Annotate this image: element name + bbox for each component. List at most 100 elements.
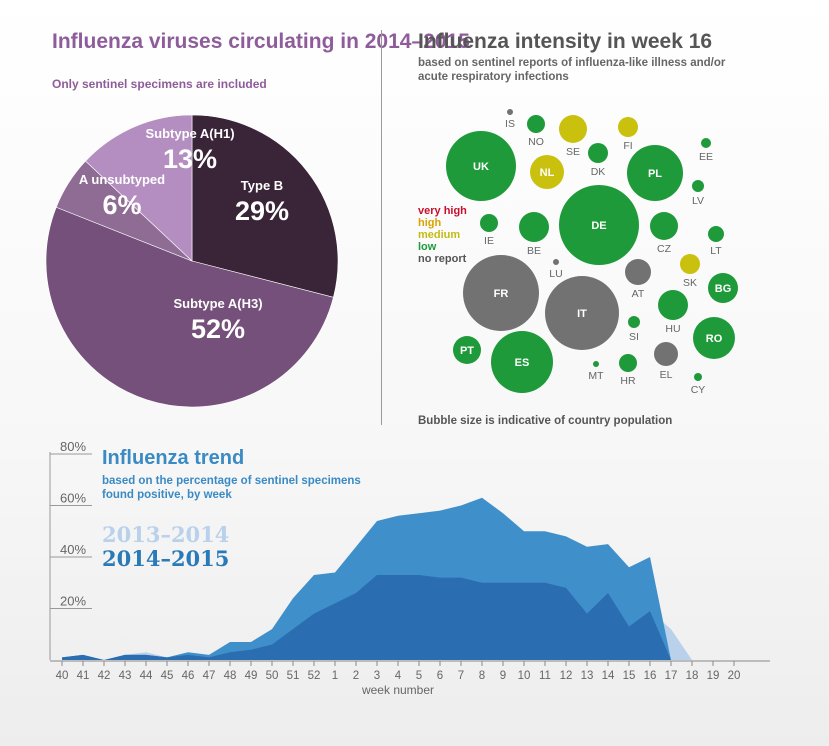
- bubble-chart: IS NO SE FI UK DK NL PL EE LV DE IE BE CZ LT LU AT SK BG FR…: [446, 109, 738, 396]
- x-tick-label-8: 8: [479, 670, 485, 682]
- x-tick-label-19: 19: [707, 670, 720, 682]
- bubble-label-sk: SK: [683, 277, 697, 289]
- bubble-label-no: NO: [528, 136, 544, 148]
- bubble-lu: [553, 259, 559, 265]
- bubble-label-at: AT: [632, 288, 645, 300]
- bubble-no: [527, 115, 545, 133]
- pie-value-subtype-a-h3: 52%: [191, 314, 245, 344]
- pie-label-subtype-a-h1: Subtype A(H1): [145, 126, 234, 141]
- x-tick-label-17: 17: [665, 670, 678, 682]
- x-tick-label-49: 49: [245, 670, 258, 682]
- x-tick-label-47: 47: [203, 670, 216, 682]
- pie-slice-subtype-a-h3: [45, 206, 334, 408]
- bubble-label-si: SI: [629, 331, 639, 343]
- legend-season-curr: 2014–2015: [102, 546, 230, 571]
- bubble-label-cy: CY: [691, 384, 706, 396]
- bubble-label-hu: HU: [665, 323, 680, 335]
- bubble-label-lt: LT: [710, 245, 722, 257]
- bubble-ro: [693, 317, 735, 359]
- pie-slice-subtype-a-h1: [85, 114, 193, 262]
- bubble-dk: [588, 143, 608, 163]
- bubble-label-uk: UK: [473, 161, 489, 173]
- bubble-el: [654, 342, 678, 366]
- pie-value-a-unsubtyped: 6%: [102, 190, 141, 220]
- map-subtitle: based on sentinel reports of influenza-l…: [418, 57, 726, 83]
- bubble-label-fr: FR: [494, 288, 509, 300]
- x-tick-label-44: 44: [140, 670, 153, 682]
- bubble-label-es: ES: [515, 357, 530, 369]
- bubble-at: [625, 259, 651, 285]
- x-tick-label-1: 1: [332, 670, 338, 682]
- y-tick-label-60: 60%: [60, 491, 86, 506]
- x-tick-label-2: 2: [353, 670, 359, 682]
- x-tick-label-42: 42: [98, 670, 111, 682]
- x-tick-label-18: 18: [686, 670, 699, 682]
- bubble-label-be: BE: [527, 245, 541, 257]
- x-tick-label-16: 16: [644, 670, 657, 682]
- bubble-label-ee: EE: [699, 151, 713, 163]
- bubble-si: [628, 316, 640, 328]
- bubble-hr: [619, 354, 637, 372]
- bubble-label-se: SE: [566, 146, 580, 158]
- section-divider: [381, 30, 382, 425]
- pie-label-type-b: Type B: [241, 178, 283, 193]
- pie-value-type-b: 29%: [235, 196, 289, 226]
- x-tick-label-6: 6: [437, 670, 443, 682]
- x-tick-label-43: 43: [119, 670, 132, 682]
- legend-high: high: [418, 217, 442, 229]
- x-tick-label-7: 7: [458, 670, 464, 682]
- bubble-label-ie: IE: [484, 235, 494, 247]
- bubble-label-de: DE: [591, 220, 606, 232]
- bubble-is: [507, 109, 513, 115]
- bubble-se: [559, 115, 587, 143]
- bubble-pt: [453, 336, 481, 364]
- y-tick-label-20: 20%: [60, 594, 86, 609]
- legend-very-high: very high: [418, 205, 467, 217]
- bubble-label-lu: LU: [549, 268, 562, 280]
- x-tick-label-52: 52: [308, 670, 321, 682]
- x-tick-label-3: 3: [374, 670, 380, 682]
- bubble-it: [545, 276, 619, 350]
- x-tick-label-45: 45: [161, 670, 174, 682]
- area-overlap: [62, 575, 671, 660]
- x-tick-label-12: 12: [560, 670, 573, 682]
- bubble-lt: [708, 226, 724, 242]
- trend-title: Influenza trend: [102, 447, 245, 469]
- x-tick-label-20: 20: [728, 670, 741, 682]
- bubble-sk: [680, 254, 700, 274]
- pie-title: Influenza viruses circulating in 2014–20…: [52, 30, 470, 53]
- bubble-label-ro: RO: [706, 333, 723, 345]
- bubble-cy: [694, 373, 702, 381]
- bubble-label-bg: BG: [715, 283, 732, 295]
- bubble-label-cz: CZ: [657, 243, 672, 255]
- x-tick-label-13: 13: [581, 670, 594, 682]
- pie-slice-type-b: [191, 114, 339, 298]
- x-tick-label-15: 15: [623, 670, 636, 682]
- bubble-label-lv: LV: [692, 195, 704, 207]
- legend-medium: medium: [418, 229, 461, 241]
- bubble-label-is: IS: [505, 118, 515, 130]
- bubble-be: [519, 212, 549, 242]
- x-axis-label: week number: [361, 683, 434, 697]
- bubble-label-pt: PT: [460, 345, 474, 357]
- x-tick-label-9: 9: [500, 670, 506, 682]
- x-tick-label-10: 10: [518, 670, 531, 682]
- x-tick-label-40: 40: [56, 670, 69, 682]
- x-tick-label-41: 41: [77, 670, 90, 682]
- bubble-label-mt: MT: [588, 370, 604, 382]
- bubble-cz: [650, 212, 678, 240]
- x-tick-label-11: 11: [539, 670, 551, 682]
- bubble-bg: [708, 273, 738, 303]
- bubble-label-dk: DK: [591, 166, 606, 178]
- bubble-nl: [530, 155, 564, 189]
- x-tick-label-4: 4: [395, 670, 402, 682]
- bubble-ee: [701, 138, 711, 148]
- pie-value-subtype-a-h1: 13%: [163, 144, 217, 174]
- bubble-ie: [480, 214, 498, 232]
- bubble-de: [559, 185, 639, 265]
- bubble-lv: [692, 180, 704, 192]
- trend-chart: 20%40%60%80%40 41 42 43 44 45 46 47 48 49 50 51 52 1 2…: [49, 439, 770, 697]
- pie-subtitle: Only sentinel specimens are included: [52, 77, 267, 91]
- bubble-fi: [618, 117, 638, 137]
